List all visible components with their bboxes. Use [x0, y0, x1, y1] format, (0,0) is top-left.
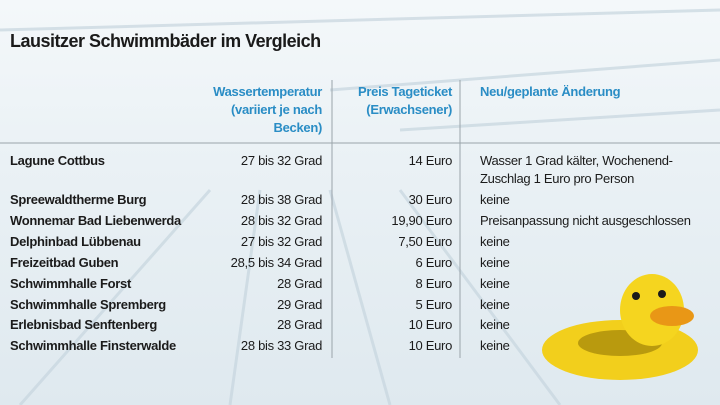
- title: Lausitzer Schwimmbäder im Vergleich: [10, 31, 321, 51]
- row-name: Schwimmhalle Finsterwalde: [10, 338, 176, 354]
- price: 30 Euro: [408, 192, 453, 207]
- column-header: (Erwachsener): [366, 102, 452, 117]
- change: keine: [480, 233, 510, 249]
- temperature: 28 bis 38 Grad: [240, 192, 322, 207]
- change: keine: [480, 254, 510, 270]
- row-name: Schwimmhalle Spremberg: [10, 296, 166, 312]
- temperature: 27 bis 32 Grad: [240, 153, 322, 168]
- price: 14 Euro: [408, 153, 453, 168]
- temperature: 29 Grad: [277, 296, 322, 312]
- column-header: Preis Tageticket: [358, 84, 452, 99]
- temperature: 27 bis 32 Grad: [240, 233, 322, 249]
- temperature: 28,5 bis 34 Grad: [230, 254, 323, 270]
- price: 5 Euro: [415, 296, 452, 312]
- change: Zuschlag 1 Euro pro Person: [480, 171, 635, 186]
- change: keine: [480, 296, 510, 312]
- price: 7,50 Euro: [398, 233, 452, 249]
- column-header: Becken): [273, 120, 323, 135]
- row-name: Freizeitbad Guben: [10, 254, 119, 270]
- row-name: Erlebnisbad Senftenberg: [10, 317, 157, 333]
- row-name: Delphinbad Lübbenau: [10, 233, 141, 249]
- column-header: Neu/geplante Änderung: [480, 84, 621, 99]
- price: 10 Euro: [408, 317, 453, 333]
- change: Preisanpassung nicht ausgeschlossen: [480, 212, 691, 228]
- price: 19,90 Euro: [391, 212, 452, 228]
- temperature: 28 Grad: [277, 275, 322, 291]
- row-name: Wonnemar Bad Liebenwerda: [10, 212, 181, 228]
- row-name: Lagune Cottbus: [10, 153, 105, 168]
- price: 10 Euro: [408, 338, 453, 354]
- price: 8 Euro: [415, 275, 452, 291]
- change: Wasser 1 Grad kälter, Wochenend-: [480, 153, 673, 168]
- column-header: (variiert je nach: [231, 102, 322, 117]
- temperature: 28 Grad: [277, 317, 322, 333]
- row-name: Schwimmhalle Forst: [10, 275, 132, 291]
- change: keine: [480, 338, 510, 354]
- column-header: Wassertemperatur: [213, 84, 322, 99]
- change: keine: [480, 317, 510, 333]
- price: 6 Euro: [415, 254, 452, 270]
- duck-illustration: [542, 274, 698, 380]
- change: keine: [480, 275, 510, 291]
- temperature: 28 bis 33 Grad: [240, 338, 322, 354]
- temperature: 28 bis 32 Grad: [240, 212, 322, 228]
- row-name: Spreewaldtherme Burg: [10, 192, 147, 207]
- change: keine: [480, 192, 510, 207]
